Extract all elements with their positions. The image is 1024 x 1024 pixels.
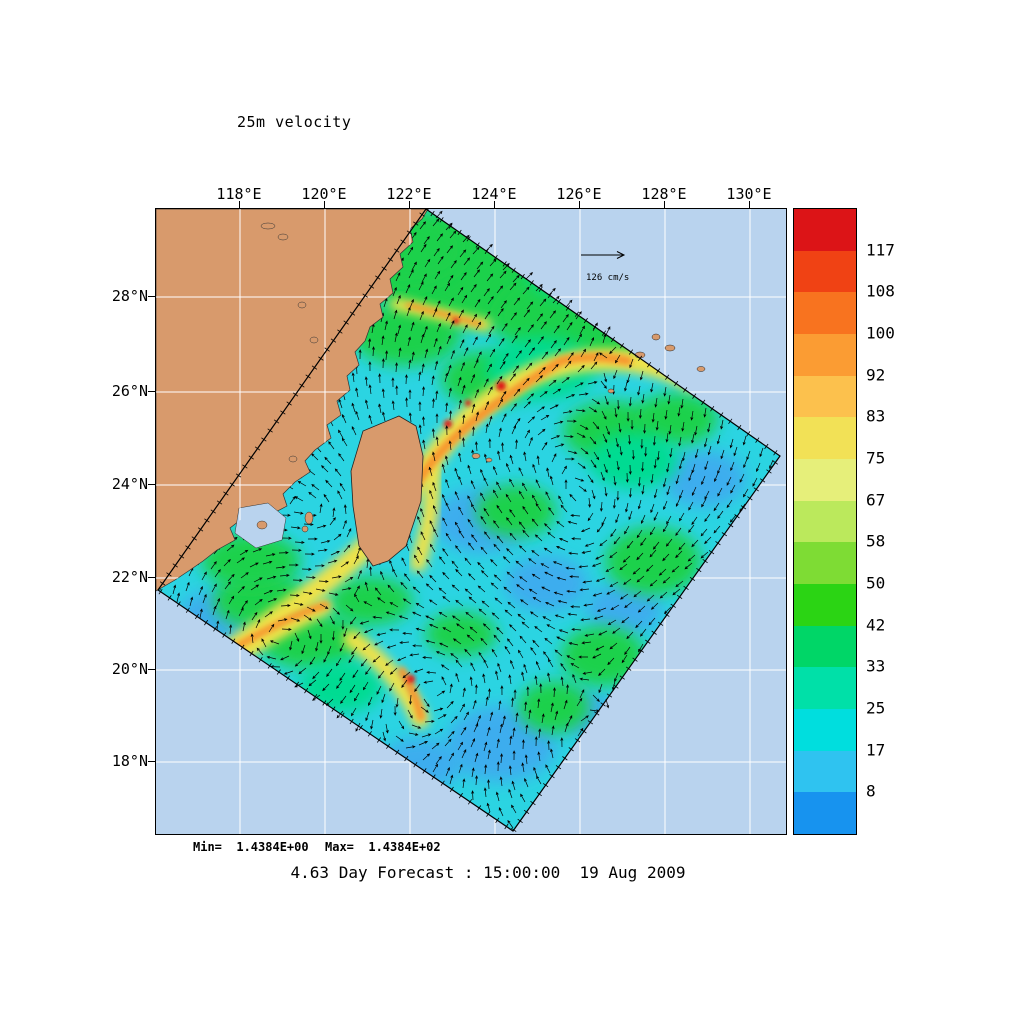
- colorbar-block: [794, 750, 856, 793]
- min-value-label: Min= 1.4384E+00: [193, 840, 309, 854]
- colorbar-tick-label: 33: [866, 656, 886, 676]
- axis-tick: [148, 669, 155, 670]
- lon-tick-label: 120°E: [301, 185, 347, 203]
- colorbar-block: [794, 625, 856, 668]
- axis-tick: [324, 201, 325, 208]
- axis-tick: [148, 761, 155, 762]
- colorbar-block: [794, 584, 856, 626]
- axis-tick: [239, 201, 240, 208]
- lon-tick-label: 130°E: [726, 185, 772, 203]
- axis-tick: [148, 296, 155, 297]
- colorbar-tick-label: 108: [866, 281, 895, 301]
- lon-tick-label: 122°E: [386, 185, 432, 203]
- colorbar-block: [794, 459, 856, 501]
- max-value-label: Max= 1.4384E+02: [325, 840, 441, 854]
- colorbar-tick-label: 83: [866, 406, 886, 426]
- colorbar-tick-label: 75: [866, 448, 886, 468]
- colorbar-tick-label: 58: [866, 531, 886, 551]
- colorbar-tick-label: 17: [866, 740, 886, 760]
- colorbar-block: [794, 334, 856, 376]
- colorbar-tick-label: 25: [866, 698, 886, 718]
- axis-tick: [148, 484, 155, 485]
- colorbar-block: [794, 792, 856, 835]
- colorbar: [793, 208, 857, 835]
- lat-tick-label: 28°N: [111, 287, 148, 305]
- axis-tick: [664, 201, 665, 208]
- lat-tick-label: 20°N: [111, 660, 148, 678]
- map-plot-area: [155, 208, 787, 835]
- colorbar-block: [794, 375, 856, 418]
- colorbar-block: [794, 667, 856, 710]
- colorbar-block: [794, 417, 856, 460]
- axis-tick: [749, 201, 750, 208]
- colorbar-block: [794, 500, 856, 543]
- colorbar-block: [794, 542, 856, 585]
- lat-tick-label: 24°N: [111, 475, 148, 493]
- axis-tick: [494, 201, 495, 208]
- colorbar-block: [794, 709, 856, 751]
- colorbar-tick-label: 50: [866, 573, 886, 593]
- colorbar-tick-label: 117: [866, 240, 895, 260]
- lon-tick-label: 128°E: [641, 185, 687, 203]
- lon-tick-label: 126°E: [556, 185, 602, 203]
- colorbar-block: [794, 209, 856, 251]
- axis-tick: [409, 201, 410, 208]
- colorbar-tick-label: 67: [866, 490, 886, 510]
- map-svg: [156, 209, 786, 834]
- axis-tick: [148, 577, 155, 578]
- lat-tick-label: 26°N: [111, 382, 148, 400]
- axis-tick: [148, 391, 155, 392]
- colorbar-tick-label: 92: [866, 365, 886, 385]
- colorbar-tick-label: 100: [866, 323, 895, 343]
- reference-vector-label: 126 cm/s: [586, 273, 630, 283]
- lat-tick-label: 18°N: [111, 752, 148, 770]
- colorbar-tick-label: 8: [866, 781, 876, 801]
- caption: 4.63 Day Forecast : 15:00:00 19 Aug 2009: [290, 863, 686, 882]
- plot-title: 25m velocity: [237, 113, 352, 131]
- colorbar-block: [794, 250, 856, 293]
- lon-tick-label: 124°E: [471, 185, 517, 203]
- axis-tick: [579, 201, 580, 208]
- colorbar-tick-label: 42: [866, 615, 886, 635]
- lon-tick-label: 118°E: [216, 185, 262, 203]
- colorbar-block: [794, 292, 856, 335]
- lat-tick-label: 22°N: [111, 568, 148, 586]
